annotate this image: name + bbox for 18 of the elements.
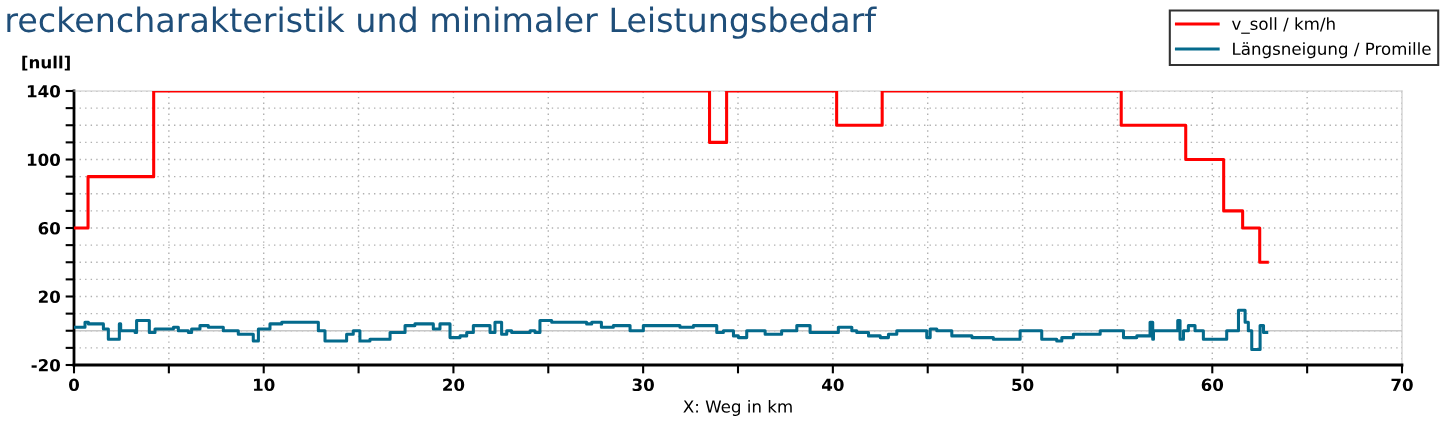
x-tick-label: 40 (822, 378, 844, 392)
x-tick-label: 20 (443, 378, 465, 392)
x-tick-label: 60 (1201, 378, 1224, 392)
legend-label: v_soll / km/h (1231, 17, 1335, 34)
x-tick-label: 0 (69, 378, 79, 392)
chart-title: reckencharakteristik und minimaler Leistungsbedarf (7, 6, 877, 39)
y-tick-label: 60 (38, 221, 61, 235)
x-axis-title: X: Weg in km (683, 399, 792, 417)
x-tick-label: 30 (632, 378, 654, 392)
x-tick-label: 70 (1391, 378, 1413, 392)
x-tick-label: 50 (1012, 378, 1034, 392)
y-tick-label: 20 (38, 290, 61, 304)
y-axis-title: [null] (22, 55, 70, 71)
x-tick-label: 10 (254, 378, 275, 392)
y-tick-label: 140 (27, 84, 61, 98)
y-tick-label: -20 (31, 358, 61, 372)
legend-label: Längsneigung / Promille (1233, 42, 1431, 59)
y-tick-label: 100 (27, 153, 61, 167)
